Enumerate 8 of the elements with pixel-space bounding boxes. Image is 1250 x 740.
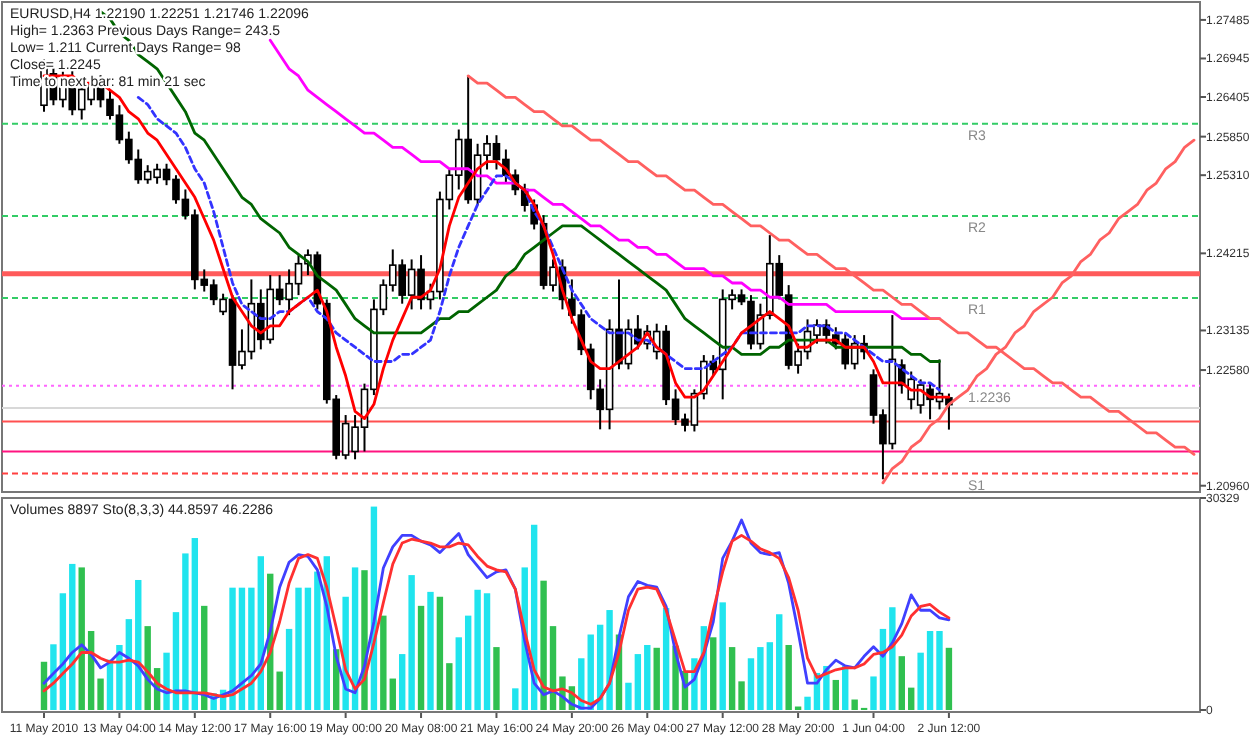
bar — [653, 647, 660, 710]
bar — [417, 605, 425, 710]
bar — [427, 591, 434, 710]
bar — [719, 602, 726, 710]
bar — [945, 647, 953, 710]
bar — [832, 679, 839, 710]
bar — [493, 647, 500, 710]
bar — [710, 637, 717, 710]
